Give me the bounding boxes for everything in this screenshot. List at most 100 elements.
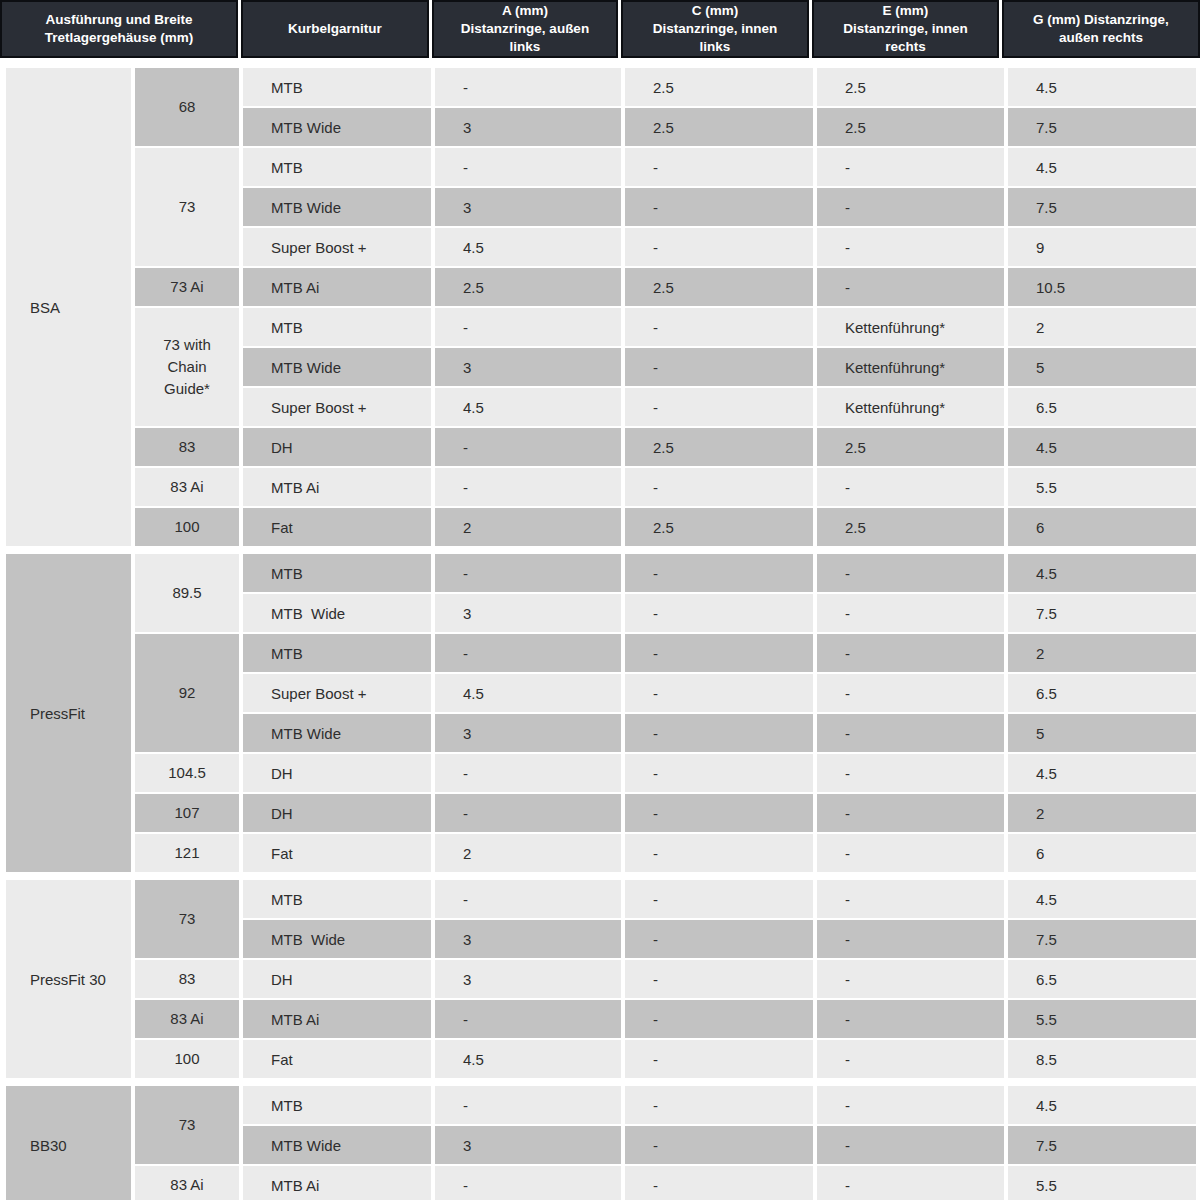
rows: Fat4.5--8.5 — [243, 1040, 1196, 1078]
table-row: Super Boost +4.5-Kettenführung*6.5 — [243, 388, 1196, 426]
table-row: MTB-2.52.54.5 — [243, 68, 1196, 106]
table-row: MTB Ai---5.5 — [243, 468, 1196, 506]
width-group: 73MTB---4.5MTB Wide3--7.5Super Boost +4.… — [135, 148, 1196, 266]
value-g-cell: 2 — [1008, 308, 1196, 346]
crankset-cell: Super Boost + — [243, 228, 431, 266]
value-a-cell: 4.5 — [435, 388, 621, 426]
value-c-cell: - — [625, 228, 813, 266]
header-c-distanzringe: C (mm) Distanzringe, innen links — [621, 0, 809, 58]
value-g-cell: 10.5 — [1008, 268, 1196, 306]
crankset-cell: MTB Wide — [243, 188, 431, 226]
value-g-cell: 7.5 — [1008, 594, 1196, 632]
shell-width-cell: 83 — [135, 428, 239, 466]
value-g-cell: 4.5 — [1008, 68, 1196, 106]
header-e-distanzringe: E (mm) Distanzringe, innen rechts — [812, 0, 999, 58]
shell-type-cell: BSA — [6, 68, 131, 546]
rows: Fat22.52.56 — [243, 508, 1196, 546]
crankset-cell: MTB — [243, 68, 431, 106]
table-row: MTB Wide3--7.5 — [243, 1126, 1196, 1164]
value-e-cell: - — [817, 1166, 1004, 1200]
crankset-cell: Fat — [243, 834, 431, 872]
table-row: MTB Ai---5.5 — [243, 1000, 1196, 1038]
value-e-cell: - — [817, 554, 1004, 592]
shell-width-cell: 73 Ai — [135, 268, 239, 306]
crankset-cell: MTB — [243, 1086, 431, 1124]
value-e-cell: - — [817, 1126, 1004, 1164]
table-row: Super Boost +4.5--6.5 — [243, 674, 1196, 712]
shell-width-cell: 100 — [135, 1040, 239, 1078]
value-a-cell: 3 — [435, 188, 621, 226]
value-c-cell: - — [625, 554, 813, 592]
value-g-cell: 6 — [1008, 508, 1196, 546]
width-group: 89.5MTB---4.5MTB Wide3--7.5 — [135, 554, 1196, 632]
value-g-cell: 4.5 — [1008, 880, 1196, 918]
value-c-cell: - — [625, 674, 813, 712]
width-group: 83DH3--6.5 — [135, 960, 1196, 998]
width-group: 73 AiMTB Ai2.52.5-10.5 — [135, 268, 1196, 306]
value-e-cell: - — [817, 268, 1004, 306]
rows: MTB---4.5MTB Wide3--7.5 — [243, 1086, 1196, 1164]
value-a-cell: 3 — [435, 920, 621, 958]
value-c-cell: - — [625, 388, 813, 426]
value-g-cell: 6.5 — [1008, 388, 1196, 426]
table-row: MTB Ai2.52.5-10.5 — [243, 268, 1196, 306]
value-a-cell: 4.5 — [435, 674, 621, 712]
value-a-cell: 3 — [435, 594, 621, 632]
rows: MTB---4.5MTB Wide3--7.5 — [243, 554, 1196, 632]
header-kurbelgarnitur: Kurbelgarnitur — [241, 0, 429, 58]
crankset-cell: MTB — [243, 148, 431, 186]
crankset-cell: MTB Ai — [243, 268, 431, 306]
table-row: MTB Wide3--7.5 — [243, 920, 1196, 958]
width-group: 83 AiMTB Ai---5.5 — [135, 1000, 1196, 1038]
rows: MTB---4.5MTB Wide3--7.5 — [243, 880, 1196, 958]
table-row: MTB---4.5 — [243, 148, 1196, 186]
width-group: 83 AiMTB Ai---5.5 — [135, 1166, 1196, 1200]
value-c-cell: - — [625, 1000, 813, 1038]
width-groups: 73MTB---4.5MTB Wide3--7.583DH3--6.583 Ai… — [135, 880, 1196, 1078]
value-e-cell: - — [817, 880, 1004, 918]
shell-width-cell: 73 — [135, 1086, 239, 1164]
crankset-cell: DH — [243, 960, 431, 998]
value-c-cell: - — [625, 1040, 813, 1078]
header-ausfuehrung-breite: Ausführung und Breite Tretlagergehäuse (… — [0, 0, 238, 58]
width-groups: 89.5MTB---4.5MTB Wide3--7.592MTB---2Supe… — [135, 554, 1196, 872]
table-row: MTB Wide3-Kettenführung*5 — [243, 348, 1196, 386]
shell-width-cell: 83 Ai — [135, 1000, 239, 1038]
value-e-cell: - — [817, 920, 1004, 958]
shell-width-cell: 73 with Chain Guide* — [135, 308, 239, 426]
value-c-cell: - — [625, 714, 813, 752]
value-a-cell: - — [435, 1000, 621, 1038]
value-c-cell: - — [625, 794, 813, 832]
table-row: Super Boost +4.5--9 — [243, 228, 1196, 266]
width-group: 100Fat4.5--8.5 — [135, 1040, 1196, 1078]
value-a-cell: - — [435, 554, 621, 592]
crankset-cell: MTB — [243, 880, 431, 918]
value-a-cell: - — [435, 1166, 621, 1200]
value-g-cell: 5.5 — [1008, 1000, 1196, 1038]
value-a-cell: - — [435, 880, 621, 918]
value-a-cell: - — [435, 308, 621, 346]
width-group: 83 AiMTB Ai---5.5 — [135, 468, 1196, 506]
rows: MTB---2Super Boost +4.5--6.5MTB Wide3--5 — [243, 634, 1196, 752]
value-g-cell: 4.5 — [1008, 148, 1196, 186]
value-c-cell: - — [625, 188, 813, 226]
shell-width-cell: 73 — [135, 148, 239, 266]
value-g-cell: 7.5 — [1008, 108, 1196, 146]
shell-width-cell: 68 — [135, 68, 239, 146]
value-a-cell: - — [435, 148, 621, 186]
value-g-cell: 7.5 — [1008, 1126, 1196, 1164]
table-row: DH---2 — [243, 794, 1196, 832]
crankset-cell: MTB — [243, 554, 431, 592]
value-c-cell: - — [625, 468, 813, 506]
value-a-cell: 2 — [435, 834, 621, 872]
value-a-cell: 3 — [435, 960, 621, 998]
table-row: MTB---4.5 — [243, 1086, 1196, 1124]
width-group: 121Fat2--6 — [135, 834, 1196, 872]
value-g-cell: 5.5 — [1008, 1166, 1196, 1200]
value-e-cell: - — [817, 1086, 1004, 1124]
width-group: 107DH---2 — [135, 794, 1196, 832]
shell-width-cell: 100 — [135, 508, 239, 546]
rows: DH-2.52.54.5 — [243, 428, 1196, 466]
value-a-cell: 4.5 — [435, 1040, 621, 1078]
crankset-cell: MTB Wide — [243, 920, 431, 958]
